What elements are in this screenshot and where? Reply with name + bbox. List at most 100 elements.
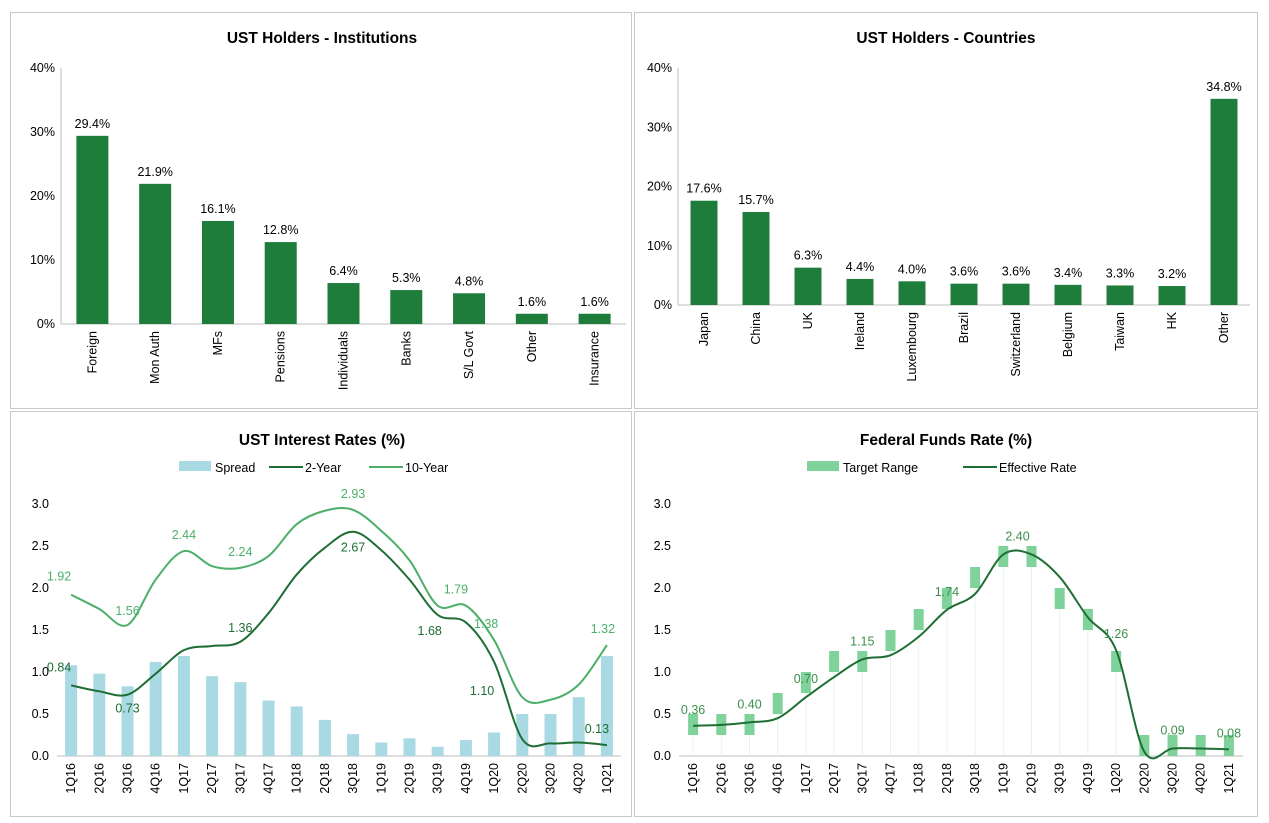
x-tick-label: 2Q18 [318,763,332,794]
x-tick-label: S/L Govt [462,330,476,379]
data-label: 5.3% [392,271,421,285]
spread-bar [206,676,219,756]
legend-swatch [179,461,211,471]
y-tick-label: 0.0 [32,749,49,763]
y-tick-label: 0% [654,298,672,312]
data-label: 4.4% [846,260,875,274]
data-label: 0.73 [115,702,139,716]
chart-panel-interest-rates: UST Interest Rates (%) Spread 2-Year 10-Yea… [10,411,632,817]
data-label: 0.70 [794,672,818,686]
chart-title: UST Holders - Countries [856,30,1035,47]
data-label: 1.36 [228,621,252,635]
data-label: 34.8% [1206,80,1241,94]
target-range-bar [744,714,755,735]
data-label: 2.67 [341,541,365,555]
spread-bar [600,656,613,756]
data-label: 1.56 [115,604,139,618]
x-tick-label: 4Q16 [771,763,785,794]
x-tick-label: 4Q17 [262,763,276,794]
y-tick-label: 2.5 [654,539,671,553]
series-line [70,530,607,748]
target-range-bar [970,567,981,588]
x-tick-label: 1Q21 [600,763,614,794]
legend-label: Spread [215,461,255,475]
x-tick-label: 1Q19 [996,763,1010,794]
bar [201,220,234,324]
data-label: 3.6% [1002,265,1031,279]
spread-bar [431,746,444,756]
data-label: 15.7% [738,193,773,207]
y-tick-label: 2.5 [32,539,49,553]
x-tick-label: Individuals [337,331,351,390]
target-range-bar [688,714,699,735]
y-tick-label: 2.0 [654,581,671,595]
x-tick-label: 3Q18 [346,763,360,794]
x-tick-label: 1Q21 [1222,763,1236,794]
x-tick-label: 2Q20 [515,763,529,794]
data-label: 6.3% [794,249,823,263]
x-tick-label: 2Q17 [205,763,219,794]
spread-bar [149,661,162,756]
data-label: 1.6% [518,295,547,309]
data-label: 17.6% [686,182,721,196]
data-label: 0.09 [1160,723,1184,737]
data-label: 1.10 [470,684,494,698]
x-tick-label: 2Q17 [827,763,841,794]
data-label: 2.40 [1005,529,1029,543]
x-tick-label: 2Q19 [403,763,417,794]
data-label: 6.4% [329,264,358,278]
x-tick-label: 2Q20 [1137,763,1151,794]
x-tick-label: 3Q18 [968,763,982,794]
x-tick-label: 4Q16 [149,763,163,794]
x-tick-label: 4Q19 [1081,763,1095,794]
bar [1054,284,1082,305]
y-tick-label: 0% [37,317,55,331]
target-range-bar [1139,735,1150,756]
bar [390,290,423,324]
bar [794,267,822,305]
chart-title: UST Holders - Institutions [227,30,417,47]
x-tick-label: 1Q20 [487,763,501,794]
y-tick-label: 20% [647,180,672,194]
x-tick-label: 1Q17 [799,763,813,794]
x-tick-label: 2Q16 [714,763,728,794]
data-label: 16.1% [200,202,235,216]
y-tick-label: 20% [30,189,55,203]
x-tick-label: 1Q20 [1109,763,1123,794]
spread-bar [318,719,331,756]
series-line [70,507,608,704]
target-range-bar [1054,588,1065,609]
y-tick-label: 2.0 [32,581,49,595]
data-label: 0.08 [1217,726,1241,740]
data-label: 1.6% [580,295,609,309]
x-tick-label: UK [801,311,815,329]
x-tick-label: 1Q17 [177,763,191,794]
y-tick-label: 1.0 [32,665,49,679]
bar [578,313,611,324]
bar [1002,283,1030,305]
x-tick-label: 1Q19 [374,763,388,794]
legend-label: 10-Year [405,461,448,475]
x-tick-label: 4Q20 [1194,763,1208,794]
data-label: 1.92 [47,570,71,584]
spread-bar [459,740,472,756]
y-tick-label: 10% [647,239,672,253]
x-tick-label: HK [1165,311,1179,329]
bar [453,293,486,324]
y-tick-label: 30% [647,120,672,134]
spread-bar [121,686,134,756]
legend-swatch [807,461,839,471]
y-tick-label: 0.5 [32,707,49,721]
x-tick-label: 3Q19 [1053,763,1067,794]
data-label: 1.79 [444,583,468,597]
data-label: 3.2% [1158,267,1187,281]
data-label: 3.3% [1106,266,1135,280]
chart-countries: UST Holders - Countries 0% 10% 20% 30% 40% 17.… [647,30,1250,382]
data-label: 4.8% [455,274,484,288]
spread-bar [177,656,190,756]
data-label: 1.15 [850,634,874,648]
bar [327,283,360,324]
y-tick-label: 30% [30,125,55,139]
x-tick-label: Other [1217,312,1231,343]
x-tick-label: Mon Auth [148,331,162,384]
